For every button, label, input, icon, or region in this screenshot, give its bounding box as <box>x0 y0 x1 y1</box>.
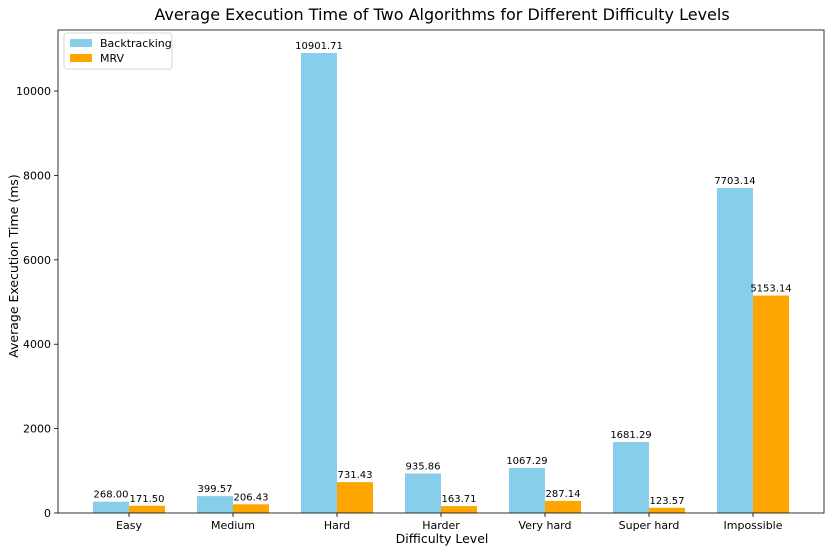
bar-backtracking-6 <box>717 187 753 513</box>
y-tick-label-4: 8000 <box>23 169 51 182</box>
plot-area: 268.00 399.57 10901.71 935.86 1067.29 1681.29… <box>16 29 825 532</box>
data-label-mrv-4: 287.14 <box>546 489 581 500</box>
data-label-backtracking-4: 1067.29 <box>506 456 547 467</box>
data-label-mrv-2: 731.43 <box>338 470 373 481</box>
x-tick-label-4: Very hard <box>519 519 572 532</box>
bar-mrv-4 <box>545 500 581 513</box>
bar-backtracking-4 <box>509 467 545 513</box>
bar-backtracking-5 <box>613 442 649 513</box>
data-label-backtracking-6: 7703.14 <box>714 176 755 187</box>
data-label-backtracking-0: 268.00 <box>94 490 129 501</box>
bar-mrv-3 <box>441 506 477 513</box>
bar-backtracking-2 <box>301 53 337 513</box>
bar-mrv-6 <box>753 295 789 513</box>
data-label-mrv-5: 123.57 <box>650 496 685 507</box>
data-label-mrv-6: 5153.14 <box>750 284 791 295</box>
y-tick-label-1: 2000 <box>23 423 51 436</box>
y-tick-label-5: 10000 <box>16 85 51 98</box>
y-axis-label: Average Execution Time (ms) <box>6 174 21 358</box>
bar-mrv-2 <box>337 482 373 513</box>
chart-title: Average Execution Time of Two Algorithms… <box>154 5 729 24</box>
legend-swatch-mrv <box>70 54 92 62</box>
x-tick-label-2: Hard <box>324 519 350 532</box>
x-tick-label-3: Harder <box>422 519 460 532</box>
bar-backtracking-1 <box>197 496 233 513</box>
data-label-backtracking-3: 935.86 <box>406 462 441 473</box>
x-tick-label-6: Impossible <box>724 519 783 532</box>
legend-label-mrv: MRV <box>100 52 125 65</box>
bar-mrv-1 <box>233 504 269 513</box>
legend-swatch-backtracking <box>70 39 92 47</box>
x-tick-label-5: Super hard <box>619 519 680 532</box>
x-axis-label: Difficulty Level <box>396 531 489 546</box>
data-label-mrv-1: 206.43 <box>234 492 269 503</box>
y-tick-label-3: 6000 <box>23 254 51 267</box>
legend-label-backtracking: Backtracking <box>100 37 172 50</box>
bar-backtracking-0 <box>93 501 129 513</box>
y-tick-label-0: 0 <box>44 507 51 520</box>
data-label-backtracking-5: 1681.29 <box>610 430 651 441</box>
bar-mrv-5 <box>649 507 685 513</box>
bar-mrv-0 <box>129 505 165 513</box>
axes-frame <box>57 29 825 514</box>
x-tick-label-1: Medium <box>211 519 255 532</box>
x-tick-label-0: Easy <box>116 519 142 532</box>
data-label-mrv-3: 163.71 <box>442 494 477 505</box>
data-label-mrv-0: 171.50 <box>130 494 165 505</box>
data-label-backtracking-2: 10901.71 <box>295 41 343 52</box>
data-label-backtracking-1: 399.57 <box>198 484 233 495</box>
bar-backtracking-3 <box>405 473 441 513</box>
y-tick-label-2: 4000 <box>23 338 51 351</box>
